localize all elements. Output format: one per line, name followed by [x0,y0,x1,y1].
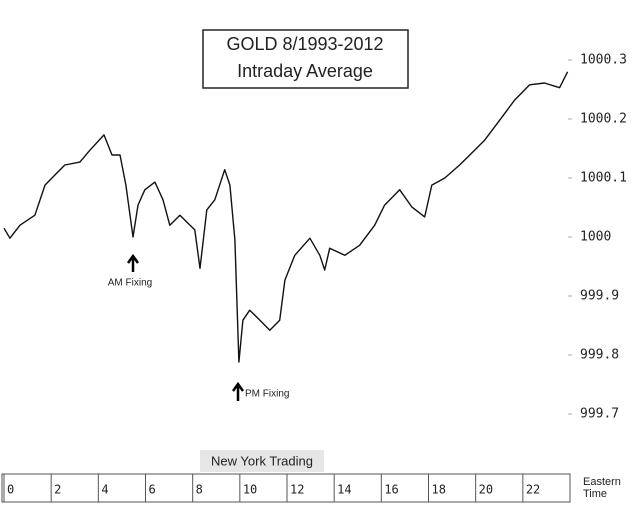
x-tick-label: 4 [101,483,108,497]
title-box [202,29,409,89]
x-tick-label: 20 [479,483,493,497]
chart-title: GOLD 8/1993-2012 [226,34,383,54]
label-box [200,450,324,472]
y-tick-label: 999.9 [580,289,619,304]
annotation: PM Fixing [245,389,289,400]
y-tick-label: 1000 [580,230,611,245]
x-tick-label: 0 [7,483,14,497]
x-tick-label: 8 [196,483,203,497]
x-tick-label: 2 [54,483,61,497]
y-tick-label: 1000.1 [580,171,627,186]
x-tick-label: 22 [526,483,540,497]
x-tick-label: 18 [432,483,446,497]
y-tick-label: 999.8 [580,348,619,363]
y-tick-label: 1000.2 [580,112,627,127]
x-tick-label: 16 [384,483,398,497]
x-tick-label: 12 [290,483,304,497]
arrow [231,381,245,401]
x-axis-label: Eastern Time [583,476,621,500]
arrow [126,253,140,272]
chart-subtitle: Intraday Average [237,61,373,81]
x-tick-label: 14 [337,483,351,497]
x-tick-label: 10 [243,483,257,497]
annotation: New York Trading [211,453,313,468]
y-tick-label: 1000.3 [580,53,627,68]
annotation: AM Fixing [108,278,152,289]
y-tick-label: 999.7 [580,407,619,422]
line [3,71,569,363]
x-tick-label: 6 [149,483,156,497]
